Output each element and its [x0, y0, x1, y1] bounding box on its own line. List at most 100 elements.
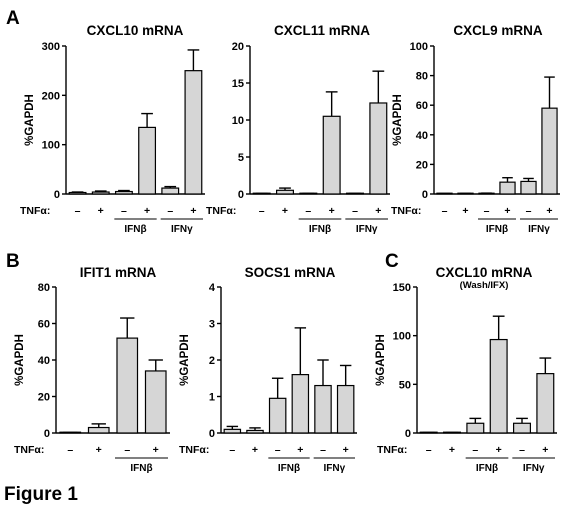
x-category-label: +	[190, 205, 196, 217]
x-category-label: –	[442, 205, 448, 217]
y-tick-label: 60	[38, 319, 50, 331]
chart-title: CXCL11 mRNA	[274, 23, 370, 38]
chart-5: SOCS1 mRNA 0 1 2 3 4 %GAPDH TNFα: – + – + – + IFNβ IFNγ	[179, 265, 357, 474]
group-label: IFNβ	[486, 224, 508, 235]
group-label: IFNγ	[528, 224, 550, 235]
group-label: IFNγ	[523, 463, 545, 474]
bar	[536, 373, 555, 434]
x-category-label: –	[229, 444, 235, 456]
y-tick-label: 100	[393, 331, 411, 343]
x-category-label: –	[472, 444, 478, 456]
x-category-label: –	[275, 444, 281, 456]
group-label: IFNβ	[309, 224, 331, 235]
y-tick-label: 100	[410, 41, 428, 53]
x-category-label: +	[449, 444, 455, 456]
bar	[138, 126, 157, 195]
x-category-label: +	[144, 205, 150, 217]
y-tick-label: 100	[42, 140, 60, 152]
y-tick-label: 2	[209, 355, 215, 367]
bar	[246, 429, 264, 434]
y-tick-label: 80	[416, 71, 428, 83]
y-tick-label: 10	[232, 115, 244, 127]
group-label: IFNβ	[278, 463, 300, 474]
bar	[184, 70, 203, 195]
chart-6: CXCL10 mRNA(Wash/IFX) 0 50 100 150 %GAPDH TNFα…	[375, 265, 557, 474]
bar	[144, 370, 167, 434]
bar	[68, 191, 87, 195]
x-category-label: –	[67, 444, 73, 456]
bar	[276, 189, 295, 195]
y-tick-label: 5	[238, 152, 244, 164]
y-tick-label: 0	[209, 428, 215, 440]
y-tick-label: 20	[232, 41, 244, 53]
x-category-label: +	[252, 444, 258, 456]
group-label: IFNβ	[130, 463, 152, 474]
y-tick-label: 200	[42, 90, 60, 102]
bar	[291, 374, 310, 434]
x-category-label: +	[375, 205, 381, 217]
x-category-label: –	[167, 205, 173, 217]
panel-label-b: B	[6, 251, 20, 272]
x-category-label: +	[504, 205, 510, 217]
y-tick-label: 0	[54, 189, 60, 201]
y-tick-label: 20	[416, 159, 428, 171]
bar	[322, 115, 341, 195]
x-category-label: +	[297, 444, 303, 456]
y-axis-label: %GAPDH	[375, 334, 387, 386]
chart-title: IFIT1 mRNA	[80, 265, 157, 280]
bar	[87, 426, 110, 434]
bar	[314, 384, 332, 434]
y-axis-label: %GAPDH	[24, 94, 36, 146]
chart-title: CXCL10 mRNA	[87, 23, 184, 38]
figure-label: Figure 1	[4, 484, 78, 505]
y-tick-label: 150	[393, 282, 411, 294]
chart-1: CXCL10 mRNA 0 100 200 300 %GAPDH TNFα: – + – + – + IF…	[20, 23, 205, 235]
x-category-label: +	[96, 444, 102, 456]
chart-title: CXCL10 mRNA	[436, 265, 533, 280]
chart-subtitle: (Wash/IFX)	[460, 280, 509, 291]
bar	[223, 428, 242, 434]
x-category-label: +	[153, 444, 159, 456]
y-tick-label: 0	[238, 189, 244, 201]
tnf-row-label: TNFα:	[179, 444, 209, 456]
y-axis-label: %GAPDH	[14, 334, 26, 386]
tnf-row-label: TNFα:	[391, 205, 421, 217]
bar	[116, 337, 139, 434]
y-axis-label: %GAPDH	[392, 94, 404, 146]
x-category-label: –	[121, 205, 127, 217]
x-category-label: +	[98, 205, 104, 217]
y-tick-label: 80	[38, 282, 50, 294]
bar	[466, 422, 485, 434]
x-category-label: –	[124, 444, 130, 456]
bar	[541, 107, 558, 195]
y-tick-label: 60	[416, 100, 428, 112]
x-category-label: +	[496, 444, 502, 456]
y-tick-label: 40	[38, 355, 50, 367]
y-tick-label: 300	[42, 41, 60, 53]
y-tick-label: 50	[399, 379, 411, 391]
tnf-row-label: TNFα:	[206, 205, 236, 217]
panel-label-a: A	[6, 8, 20, 29]
x-category-label: +	[542, 444, 548, 456]
bar	[512, 422, 531, 434]
y-tick-label: 3	[209, 319, 215, 331]
bar	[91, 191, 110, 195]
x-category-label: +	[282, 205, 288, 217]
y-tick-label: 0	[422, 189, 428, 201]
group-label: IFNγ	[323, 463, 345, 474]
chart-2: CXCL11 mRNA 0 5 10 15 20 TNFα: – + – + – + IFNβ IFNγ	[206, 23, 390, 235]
tnf-row-label: TNFα:	[20, 205, 50, 217]
x-category-label: –	[75, 205, 81, 217]
y-tick-label: 0	[44, 428, 50, 440]
chart-title: SOCS1 mRNA	[245, 265, 336, 280]
group-label: IFNγ	[171, 224, 193, 235]
bar	[268, 397, 287, 434]
x-category-label: –	[259, 205, 265, 217]
chart-title: CXCL9 mRNA	[453, 23, 543, 38]
panel-label-c: C	[385, 251, 399, 272]
y-axis-label: %GAPDH	[179, 334, 191, 386]
group-label: IFNβ	[476, 463, 498, 474]
